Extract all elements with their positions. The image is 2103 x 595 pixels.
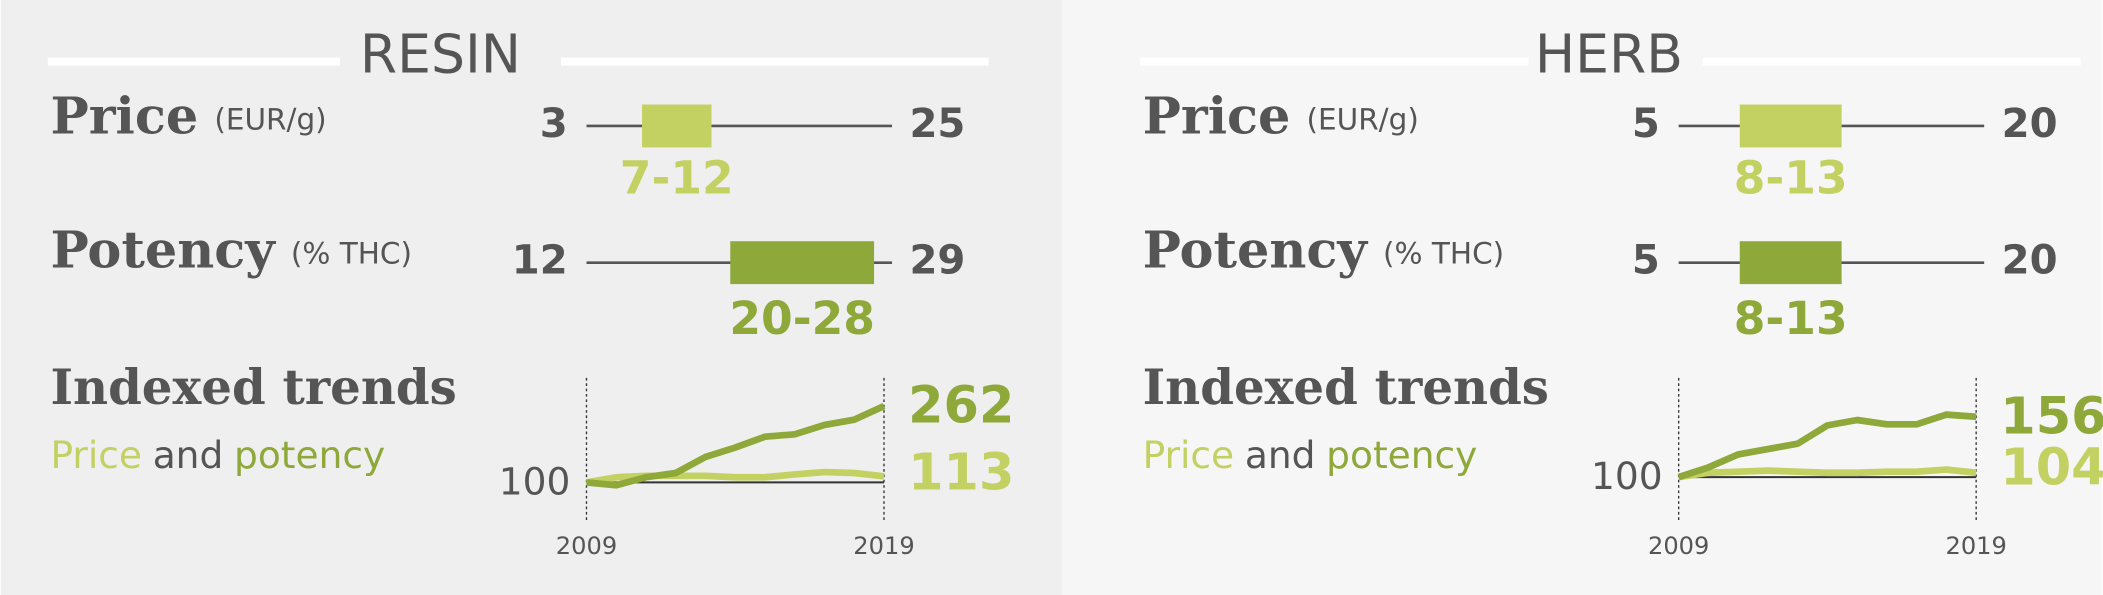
range-label: 8-13 bbox=[1734, 292, 1848, 345]
row-unit: (EUR/g) bbox=[1307, 102, 1419, 136]
legend-word: and bbox=[153, 432, 224, 476]
range-label: 7-12 bbox=[620, 151, 734, 204]
trend-line bbox=[1677, 411, 1977, 481]
range-label: 8-13 bbox=[1734, 151, 1848, 204]
end-label: 104 bbox=[2000, 438, 2103, 497]
trends-title: Indexed trends bbox=[50, 360, 456, 416]
row-title: Price bbox=[1143, 87, 1291, 147]
legend-word: Price bbox=[50, 432, 142, 476]
panel-bg bbox=[0, 0, 1063, 595]
range-min: 5 bbox=[1632, 238, 1660, 284]
legend-word: Price bbox=[1143, 432, 1235, 476]
row-title: Potency bbox=[1143, 221, 1369, 281]
range-bar bbox=[1739, 241, 1842, 285]
panel-title: HERB bbox=[1535, 22, 1683, 85]
range-min: 5 bbox=[1632, 101, 1660, 147]
range-max: 29 bbox=[909, 238, 965, 284]
y-tick-label: 100 bbox=[499, 459, 571, 503]
trend-line bbox=[585, 468, 885, 486]
row-label: Potency (% THC) bbox=[1143, 221, 1505, 281]
range-bar bbox=[1739, 104, 1842, 148]
row-label: Potency (% THC) bbox=[50, 221, 412, 281]
range-max: 25 bbox=[909, 101, 965, 147]
trends-title: Indexed trends bbox=[1143, 360, 1549, 416]
legend-word: and bbox=[1245, 432, 1316, 476]
row-unit: (% THC) bbox=[291, 236, 412, 270]
range-bar bbox=[642, 104, 712, 148]
trends-legend: Price and potency bbox=[50, 432, 385, 476]
end-label: 113 bbox=[908, 444, 1014, 503]
range-bar bbox=[730, 241, 875, 285]
y-tick-label: 100 bbox=[1591, 454, 1663, 498]
row-title: Potency bbox=[50, 221, 276, 281]
end-label: 262 bbox=[908, 377, 1014, 436]
x-tick-label: 2019 bbox=[853, 532, 914, 560]
end-label: 156 bbox=[2000, 387, 2103, 446]
range-max: 20 bbox=[2002, 238, 2058, 284]
legend-word: potency bbox=[1326, 432, 1477, 476]
range-min: 3 bbox=[540, 101, 568, 147]
trend-line bbox=[586, 403, 886, 489]
x-tick-label: 2019 bbox=[1945, 532, 2006, 560]
x-tick-label: 2009 bbox=[1648, 532, 1709, 560]
trend-line bbox=[1678, 466, 1977, 481]
trends-legend: Price and potency bbox=[1143, 432, 1478, 476]
row-title: Price bbox=[50, 87, 198, 147]
row-label: Price (EUR/g) bbox=[1143, 87, 1419, 147]
range-min: 12 bbox=[512, 238, 568, 284]
row-unit: (EUR/g) bbox=[214, 102, 326, 136]
panel-bg bbox=[1062, 0, 2103, 595]
panel-title: RESIN bbox=[360, 22, 521, 85]
row-unit: (% THC) bbox=[1383, 236, 1504, 270]
legend-word: potency bbox=[234, 432, 385, 476]
row-label: Price (EUR/g) bbox=[50, 87, 326, 147]
range-max: 20 bbox=[2002, 101, 2058, 147]
range-label: 20-28 bbox=[729, 292, 875, 345]
x-tick-label: 2009 bbox=[556, 532, 617, 560]
